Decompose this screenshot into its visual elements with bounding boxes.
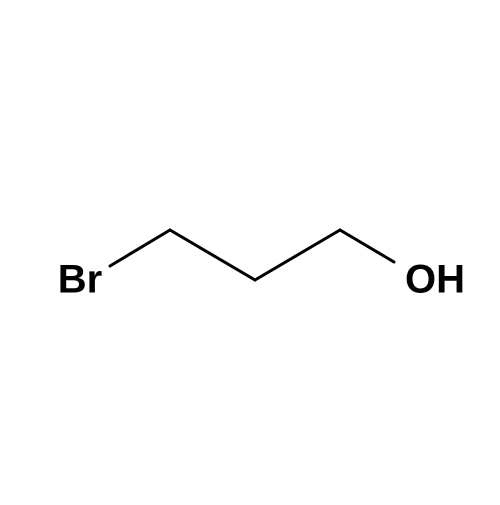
- molecule-svg: [0, 0, 500, 500]
- bond-C1-C2: [170, 230, 255, 280]
- bond-C2-C3: [255, 230, 340, 280]
- bonds-group: [110, 230, 394, 280]
- bond-C3-OH: [340, 230, 394, 262]
- atom-label-OH: OH: [405, 258, 465, 303]
- atom-label-Br: Br: [58, 258, 102, 303]
- molecule-canvas: Br OH: [0, 0, 500, 500]
- bond-Br-C1: [110, 230, 170, 266]
